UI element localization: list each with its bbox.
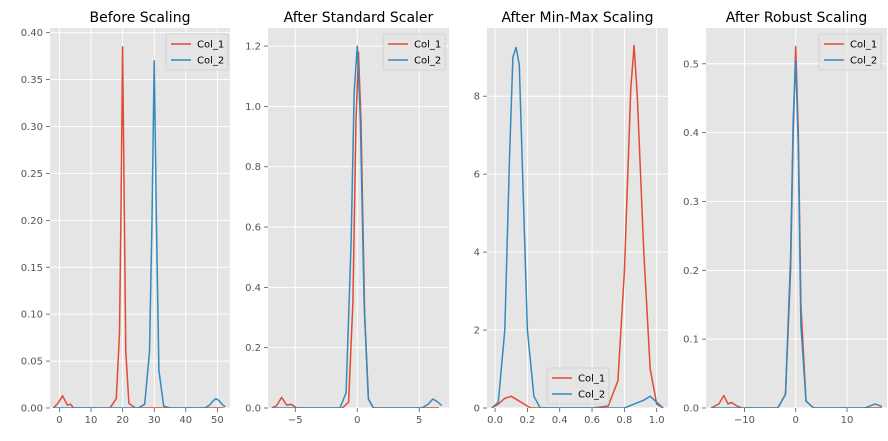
x-tick-label: 0.0 <box>487 415 503 426</box>
x-tick-label: 40 <box>179 415 192 426</box>
x-tick-label: 0.6 <box>584 415 600 426</box>
y-tick-label: 1.0 <box>245 102 261 113</box>
x-tick-label: 0.4 <box>552 415 568 426</box>
legend-label: Col_2 <box>578 390 605 401</box>
x-tick-label: −10 <box>734 415 755 426</box>
x-tick-label: 5 <box>416 415 422 426</box>
legend-label: Col_1 <box>850 40 877 51</box>
y-tick-label: 0.8 <box>245 162 261 173</box>
y-tick-label: 6 <box>474 170 480 181</box>
chart-panel-2: −5 0 5 0.0 0.2 0.4 0.6 0.8 1.0 1.2 After Standard … <box>245 10 449 426</box>
y-tick-label: 4 <box>474 248 480 259</box>
plot-area <box>487 28 668 408</box>
x-tick-label: 10 <box>841 415 854 426</box>
y-tick-label: 0.40 <box>21 28 43 39</box>
x-tick-label: 20 <box>116 415 129 426</box>
x-tick-label: 50 <box>211 415 224 426</box>
series-line-col-2 <box>491 46 664 408</box>
legend-label: Col_1 <box>414 40 441 51</box>
y-tick-label: 0.25 <box>21 169 43 180</box>
legend-box <box>382 33 446 71</box>
y-tick-label: 0.2 <box>245 343 261 354</box>
legend: Col_1 Col_2 <box>382 33 446 71</box>
legend-label: Col_1 <box>197 40 224 51</box>
legend: Col_1 Col_2 <box>165 33 229 71</box>
chart-panel-1: 0 10 20 30 40 50 0.00 0.05 0.10 0.15 0.20 0.25 0.30 0… <box>21 10 230 426</box>
y-tick-label: 0.3 <box>683 197 699 208</box>
x-tick-label: 0.8 <box>616 415 632 426</box>
y-tick-label: 0.0 <box>683 404 699 415</box>
plot-area <box>50 28 230 408</box>
x-tick-label: 0.2 <box>519 415 535 426</box>
x-tick-label: 30 <box>148 415 161 426</box>
y-tick-label: 0.6 <box>245 223 261 234</box>
y-tick-label: 1.2 <box>245 42 261 53</box>
y-tick-label: 0.35 <box>21 75 43 86</box>
x-tick-label: 1.0 <box>649 415 665 426</box>
x-tick-label: 10 <box>85 415 98 426</box>
legend: Col_1 Col_2 <box>546 367 610 405</box>
x-tick-label: 0 <box>56 415 62 426</box>
y-tick-label: 0.20 <box>21 216 43 227</box>
chart-title: After Min-Max Scaling <box>501 10 653 26</box>
legend: Col_1 Col_2 <box>818 33 882 71</box>
legend-box <box>546 367 610 405</box>
chart-title: Before Scaling <box>90 10 191 26</box>
y-tick-label: 0.15 <box>21 263 43 274</box>
series-line-col-2 <box>271 45 443 408</box>
y-tick-label: 0.10 <box>21 310 43 321</box>
y-tick-label: 0.0 <box>245 404 261 415</box>
legend-label: Col_2 <box>850 56 877 67</box>
x-tick-label: 0 <box>354 415 360 426</box>
series-line-col-1 <box>52 46 224 408</box>
y-tick-label: 0.1 <box>683 335 699 346</box>
y-tick-label: 2 <box>474 326 480 337</box>
chart-panel-3: 0.0 0.2 0.4 0.6 0.8 1.0 0 2 4 6 8 After Min-Max Sca… <box>474 10 668 426</box>
legend-label: Col_1 <box>578 374 605 385</box>
y-tick-label: 8 <box>474 92 480 103</box>
y-tick-label: 0.00 <box>21 404 43 415</box>
legend-label: Col_2 <box>197 56 224 67</box>
y-tick-label: 0.4 <box>245 283 261 294</box>
legend-box <box>818 33 882 71</box>
y-tick-label: 0.5 <box>683 59 699 70</box>
legend-box <box>165 33 229 71</box>
series-line-col-2 <box>711 59 883 408</box>
chart-title: After Robust Scaling <box>726 10 867 26</box>
chart-panel-4: −10 0 10 0.0 0.1 0.2 0.3 0.4 0.5 After Robust Sca… <box>683 10 887 426</box>
y-tick-label: 0.2 <box>683 266 699 277</box>
legend-label: Col_2 <box>414 56 441 67</box>
x-tick-label: 0 <box>793 415 799 426</box>
chart-title: After Standard Scaler <box>284 10 434 26</box>
series-line-col-2 <box>53 60 226 408</box>
x-tick-label: −5 <box>288 415 303 426</box>
y-tick-label: 0 <box>474 404 480 415</box>
y-tick-label: 0.05 <box>21 357 43 368</box>
series-line-col-1 <box>491 44 664 408</box>
y-tick-label: 0.30 <box>21 122 43 133</box>
y-tick-label: 0.4 <box>683 128 699 139</box>
